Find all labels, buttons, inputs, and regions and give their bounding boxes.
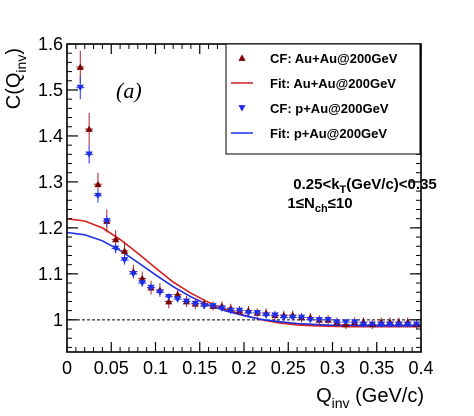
cf-p-au-200gev-point <box>120 257 129 264</box>
cf-p-au-200gev-point <box>227 307 235 315</box>
x-tick-label: 0.05 <box>94 358 129 378</box>
cf-p-au-200gev-point <box>112 245 120 253</box>
panel-label: (a) <box>116 78 142 103</box>
cf-p-au-200gev-point <box>174 296 182 303</box>
cf-au-au-200gev-point <box>138 274 146 282</box>
cf-au-au-200gev-point <box>174 290 182 298</box>
cf-p-au-200gev-point <box>280 314 288 322</box>
legend: CF: Au+Au@200GeV Fit: Au+Au@200GeV CF: p+A… <box>225 43 421 155</box>
cf-p-au-200gev-point <box>342 319 350 326</box>
cf-p-au-200gev-point <box>138 280 146 287</box>
x-tick-label: 0.4 <box>408 358 433 378</box>
y-tick-label: 1.2 <box>38 218 63 238</box>
cf-p-au-200gev-point <box>368 321 376 329</box>
cf-p-au-200gev-point <box>359 321 368 329</box>
x-tick-label: 0.15 <box>182 358 217 378</box>
plot-area <box>66 50 421 330</box>
cf-p-au-200gev-series <box>76 76 421 329</box>
fit-p-au-200gev-curve <box>66 231 421 327</box>
cf-p-au-200gev-point <box>404 321 412 329</box>
cf-p-au-200gev-point <box>191 300 199 308</box>
legend-fit-p-au-200gev-label: Fit: p+Au@200GeV <box>270 126 387 141</box>
cf-p-au-200gev-point <box>386 321 394 329</box>
legend-cf-p-au-200gev-swatch <box>238 105 246 112</box>
cf-p-au-200gev-point <box>412 321 421 329</box>
cf-au-au-200gev-point <box>76 63 84 70</box>
x-tick-label: 0.3 <box>320 358 345 378</box>
legend-box <box>225 43 421 155</box>
cf-p-au-200gev-point <box>209 303 217 310</box>
cf-p-au-200gev-point <box>333 319 341 326</box>
cf-au-au-200gev-point <box>165 297 173 305</box>
cf-p-au-200gev-point <box>235 307 244 315</box>
y-tick-label: 1.6 <box>38 34 63 54</box>
x-axis-ticks: 0 0.05 0.1 0.15 0.2 0.25 0.3 0.35 0.4 <box>62 44 434 378</box>
kt-range-annotation: 0.25<kT(GeV/c)<0.35 <box>293 176 437 196</box>
cf-p-au-200gev-point <box>76 84 84 92</box>
cf-p-au-200gev-point <box>377 321 385 329</box>
cf-p-au-200gev-point <box>218 305 226 312</box>
x-tick-label: 0.2 <box>231 358 256 378</box>
cf-p-au-200gev-point <box>103 218 111 225</box>
cf-au-au-200gev-point <box>112 235 120 243</box>
cf-p-au-200gev-point <box>253 310 261 317</box>
cf-au-au-200gev-point <box>85 125 93 132</box>
cf-p-au-200gev-point <box>156 289 164 296</box>
y-tick-label: 1.5 <box>38 80 63 100</box>
legend-cf-au-au-200gev-swatch <box>238 54 246 61</box>
fit-curves <box>66 217 421 328</box>
cf-p-au-200gev-point <box>315 316 323 324</box>
cf-p-au-200gev-point <box>244 310 253 317</box>
y-axis-label: C(Qinv) <box>3 48 29 109</box>
y-tick-label: 1.3 <box>38 172 63 192</box>
x-tick-label: 0.35 <box>359 358 394 378</box>
legend-fit-au-au-200gev-label: Fit: Au+Au@200GeV <box>270 76 396 91</box>
cf-p-au-200gev-point <box>351 319 359 326</box>
cf-au-au-200gev-point <box>94 180 102 188</box>
legend-cf-au-au-200gev-label: CF: Au+Au@200GeV <box>270 51 398 66</box>
legend-cf-p-au-200gev-label: CF: p+Au@200GeV <box>270 101 389 116</box>
cf-p-au-200gev-point <box>289 314 297 322</box>
x-tick-label: 0.25 <box>271 358 306 378</box>
nch-range-annotation: 1≤Nch≤10 <box>287 195 352 215</box>
cf-p-au-200gev-point <box>297 314 306 322</box>
cf-p-au-200gev-point <box>262 312 270 319</box>
x-axis-label: Qinv (GeV/c) <box>316 385 424 411</box>
cf-p-au-200gev-point <box>94 192 102 200</box>
cf-p-au-200gev-point <box>271 312 279 319</box>
cf-p-au-200gev-point <box>182 298 191 306</box>
y-tick-label: 1.4 <box>38 126 63 146</box>
cf-p-au-200gev-point <box>129 270 137 278</box>
data-points <box>76 50 421 330</box>
cf-p-au-200gev-point <box>147 284 155 292</box>
cf-p-au-200gev-point <box>324 316 332 324</box>
y-tick-label: 1.1 <box>38 264 63 284</box>
y-tick-label: 1 <box>53 310 63 330</box>
cf-p-au-200gev-point <box>306 316 314 324</box>
cf-p-au-200gev-point <box>165 293 173 301</box>
cf-au-au-200gev-point <box>120 247 129 254</box>
cf-p-au-200gev-point <box>395 321 403 329</box>
cf-p-au-200gev-point <box>200 303 208 310</box>
cf-p-au-200gev-point <box>85 151 93 158</box>
x-tick-label: 0 <box>62 358 72 378</box>
x-tick-label: 0.1 <box>143 358 168 378</box>
